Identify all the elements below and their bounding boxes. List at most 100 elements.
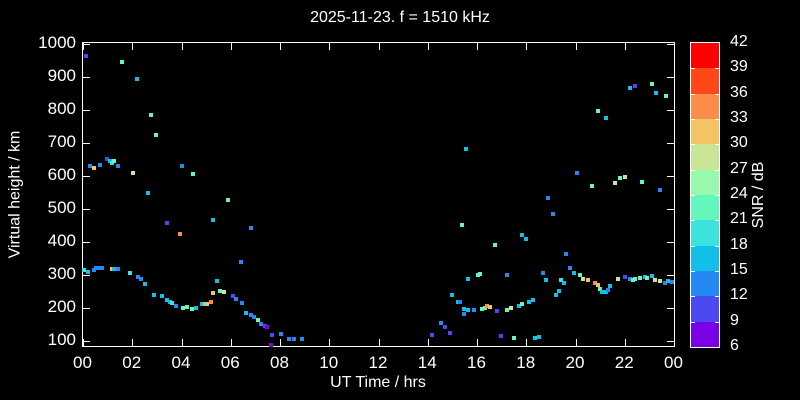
data-point — [202, 301, 207, 306]
data-point — [84, 53, 89, 58]
data-point — [178, 231, 183, 236]
data-point — [443, 325, 448, 330]
colorbar-tick — [691, 321, 695, 323]
y-tick-label: 900 — [47, 66, 76, 85]
x-tick — [575, 339, 577, 346]
y-tick — [83, 142, 90, 144]
y-tick-label: 500 — [47, 198, 76, 217]
data-point — [482, 305, 487, 310]
data-point — [299, 337, 304, 342]
data-point — [116, 164, 121, 169]
data-point — [464, 146, 469, 151]
data-point — [511, 336, 516, 341]
colorbar-tick — [715, 169, 719, 171]
data-point — [485, 303, 490, 308]
data-point — [138, 276, 143, 281]
data-point — [264, 325, 269, 330]
data-point — [662, 281, 667, 286]
y-tick-mirror — [667, 76, 674, 78]
colorbar-segment — [691, 43, 719, 69]
data-point — [252, 315, 257, 320]
data-point — [82, 268, 87, 273]
y-tick-label: 1000 — [38, 33, 76, 52]
data-point — [287, 336, 292, 341]
data-point — [92, 166, 97, 171]
x-tick — [674, 339, 675, 346]
data-point — [633, 83, 638, 88]
data-point — [508, 305, 513, 310]
x-tick — [280, 339, 281, 346]
data-point — [505, 307, 510, 312]
y-tick-label: 400 — [47, 231, 76, 250]
colorbar-segment — [691, 195, 719, 221]
data-point — [650, 81, 655, 86]
x-tick-label: 00 — [664, 353, 683, 372]
y-tick-mirror — [667, 109, 674, 111]
data-point — [664, 93, 669, 98]
data-point — [527, 299, 532, 304]
data-point — [517, 303, 522, 308]
data-point — [599, 289, 604, 294]
y-tick-label: 600 — [47, 165, 76, 184]
x-tick — [230, 339, 232, 346]
data-point — [577, 273, 582, 278]
data-point — [559, 278, 564, 283]
data-point — [148, 113, 153, 118]
x-tick — [329, 339, 331, 346]
data-point — [194, 306, 199, 310]
data-point — [523, 236, 528, 241]
data-point — [586, 277, 591, 282]
colorbar-tick — [715, 119, 719, 120]
data-point — [628, 85, 633, 90]
data-point — [230, 293, 235, 298]
x-tick — [378, 339, 380, 346]
data-point — [256, 317, 261, 322]
x-tick — [477, 339, 478, 346]
x-tick-mirror — [526, 43, 528, 50]
data-point — [128, 270, 133, 275]
data-point — [184, 305, 189, 310]
colorbar-segment — [691, 321, 719, 348]
data-point — [596, 108, 601, 113]
data-point — [606, 287, 610, 292]
data-point — [505, 272, 510, 277]
data-point — [618, 176, 623, 181]
colorbar-tick — [715, 68, 719, 70]
colorbar-tick — [715, 220, 719, 222]
data-point — [638, 276, 643, 281]
colorbar-tick-label: 21 — [730, 210, 748, 228]
x-tick — [83, 339, 84, 346]
y-tick — [83, 208, 90, 210]
x-tick-mirror — [378, 43, 380, 50]
x-tick-mirror — [230, 43, 232, 50]
data-point — [498, 334, 503, 339]
data-point — [596, 283, 601, 288]
colorbar-tick-label: 33 — [730, 109, 748, 126]
colorbar-segment — [691, 93, 719, 120]
colorbar-tick — [715, 144, 719, 146]
data-point — [561, 281, 566, 286]
x-tick — [427, 339, 429, 346]
data-point — [179, 163, 184, 168]
x-tick-mirror — [674, 43, 675, 50]
colorbar-tick — [691, 68, 695, 70]
data-point — [136, 275, 141, 280]
data-point — [211, 291, 216, 296]
colorbar-tick-label: 24 — [730, 185, 748, 202]
y-tick-mirror — [667, 340, 674, 342]
data-point — [554, 292, 559, 297]
data-point — [551, 211, 556, 216]
colorbar-tick — [715, 245, 719, 247]
colorbar-tick-label: 27 — [730, 159, 748, 177]
data-point — [477, 271, 482, 276]
colorbar-tick — [691, 245, 695, 247]
data-point — [154, 133, 159, 138]
colorbar-tick — [691, 169, 695, 171]
data-point — [292, 336, 297, 341]
plot-area — [82, 42, 675, 347]
colorbar-tick — [691, 144, 695, 146]
colorbar-tick-label: 9 — [730, 311, 739, 329]
data-point — [164, 221, 169, 226]
data-point — [615, 276, 620, 281]
colorbar-segment — [691, 271, 719, 297]
